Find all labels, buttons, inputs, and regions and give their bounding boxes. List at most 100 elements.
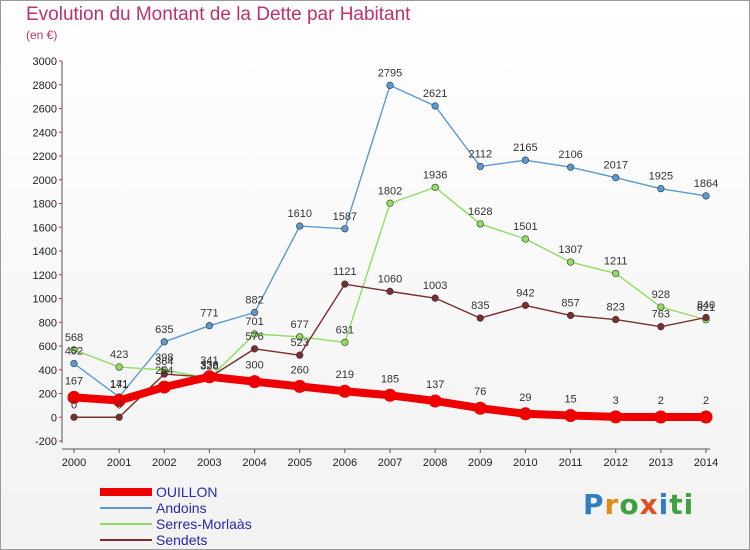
data-label: 336 bbox=[200, 359, 218, 371]
data-point bbox=[160, 338, 168, 346]
data-label: 185 bbox=[381, 373, 399, 385]
data-point bbox=[473, 401, 487, 415]
data-label: 1587 bbox=[333, 211, 357, 223]
data-label: 254 bbox=[155, 365, 173, 377]
data-label: 171 bbox=[110, 379, 128, 391]
data-point bbox=[609, 410, 623, 424]
data-label: 857 bbox=[561, 297, 579, 309]
legend-item-andoins: Andoins bbox=[100, 500, 252, 516]
data-label: 2112 bbox=[468, 148, 492, 160]
data-point bbox=[205, 322, 214, 330]
x-tick-label: 2010 bbox=[513, 457, 537, 469]
data-point bbox=[612, 174, 620, 182]
data-point bbox=[115, 363, 123, 371]
y-tick-label: 2800 bbox=[33, 80, 57, 92]
x-tick-label: 2007 bbox=[378, 457, 402, 469]
legend-swatch-ouillon bbox=[100, 488, 152, 496]
data-label: 1121 bbox=[333, 266, 357, 278]
legend-label-sendets: Sendets bbox=[156, 532, 208, 548]
data-point bbox=[428, 394, 442, 408]
data-point bbox=[202, 370, 216, 384]
data-label: 635 bbox=[155, 324, 173, 336]
data-point bbox=[702, 313, 710, 322]
logo-letter: ti bbox=[669, 488, 695, 521]
logo-letter: o bbox=[619, 488, 640, 521]
x-tick-label: 2001 bbox=[107, 457, 131, 469]
proxiti-logo: Proxiti bbox=[583, 488, 694, 521]
y-tick-label: 600 bbox=[39, 341, 57, 353]
series-line-andoins bbox=[73, 84, 707, 398]
data-point bbox=[386, 287, 394, 295]
data-label: 260 bbox=[291, 364, 309, 376]
x-tick-label: 2012 bbox=[603, 457, 627, 469]
data-point bbox=[521, 301, 530, 309]
data-label: 1307 bbox=[558, 244, 582, 256]
data-point bbox=[476, 162, 484, 171]
x-tick-label: 2005 bbox=[287, 457, 311, 469]
y-tick-label: 200 bbox=[39, 389, 57, 401]
logo-letter: P bbox=[583, 488, 605, 521]
data-point bbox=[250, 330, 259, 338]
y-tick-label: 2200 bbox=[33, 151, 57, 163]
y-tick-label: 800 bbox=[39, 317, 57, 329]
data-label: 942 bbox=[516, 287, 534, 299]
data-label: 2621 bbox=[423, 88, 447, 100]
legend-swatch-serres-morlaas bbox=[100, 523, 152, 525]
logo-letter: i bbox=[658, 488, 670, 521]
x-tick-label: 2013 bbox=[649, 457, 673, 469]
legend-label-andoins: Andoins bbox=[156, 500, 207, 516]
data-label: 823 bbox=[607, 302, 625, 314]
data-point bbox=[67, 390, 81, 404]
data-label: 882 bbox=[245, 295, 263, 307]
data-label: 1060 bbox=[378, 273, 402, 285]
data-label: 576 bbox=[245, 331, 263, 343]
data-point bbox=[386, 81, 394, 89]
legend-item-ouillon: OUILLON bbox=[100, 484, 252, 500]
y-tick-label: 0 bbox=[51, 412, 57, 424]
data-label: 0 bbox=[116, 399, 122, 411]
x-tick-label: 2014 bbox=[694, 457, 718, 469]
data-label: 1925 bbox=[649, 171, 673, 183]
data-point bbox=[160, 370, 168, 378]
logo-letter: x bbox=[639, 488, 659, 521]
data-point bbox=[250, 308, 259, 317]
data-point bbox=[431, 294, 439, 302]
data-point bbox=[293, 379, 307, 393]
data-point bbox=[112, 394, 126, 408]
data-point bbox=[657, 185, 665, 193]
data-label: 341 bbox=[200, 355, 218, 367]
y-tick-label: 1200 bbox=[33, 270, 57, 282]
data-label: 1864 bbox=[694, 178, 718, 190]
data-label: 452 bbox=[65, 346, 83, 358]
data-point bbox=[157, 380, 171, 394]
data-point bbox=[296, 351, 304, 359]
logo-letter: r bbox=[604, 488, 620, 521]
data-label: 423 bbox=[110, 349, 128, 361]
chart-title: Evolution du Montant de la Dette par Hab… bbox=[26, 4, 411, 25]
data-label: 2 bbox=[703, 395, 709, 407]
data-point bbox=[341, 225, 349, 233]
data-point bbox=[386, 199, 394, 207]
data-label: 523 bbox=[291, 337, 309, 349]
data-label: 364 bbox=[155, 356, 173, 368]
data-label: 1501 bbox=[513, 221, 537, 233]
data-point bbox=[341, 280, 349, 288]
data-point bbox=[70, 359, 78, 368]
data-label: 300 bbox=[245, 360, 263, 372]
data-point bbox=[654, 410, 668, 424]
data-label: 29 bbox=[519, 392, 531, 404]
data-point bbox=[476, 220, 484, 228]
data-point bbox=[566, 258, 575, 266]
data-label: 328 bbox=[200, 360, 218, 372]
data-label: 771 bbox=[200, 308, 218, 320]
y-tick-label: 2400 bbox=[33, 127, 57, 139]
y-tick-label: 2600 bbox=[33, 104, 57, 116]
data-label: 1003 bbox=[423, 280, 447, 292]
data-label: 76 bbox=[474, 386, 486, 398]
data-point bbox=[564, 408, 578, 422]
data-point bbox=[250, 345, 259, 353]
x-tick-label: 2004 bbox=[242, 457, 266, 469]
data-point bbox=[70, 346, 78, 354]
data-label: 840 bbox=[697, 300, 715, 312]
